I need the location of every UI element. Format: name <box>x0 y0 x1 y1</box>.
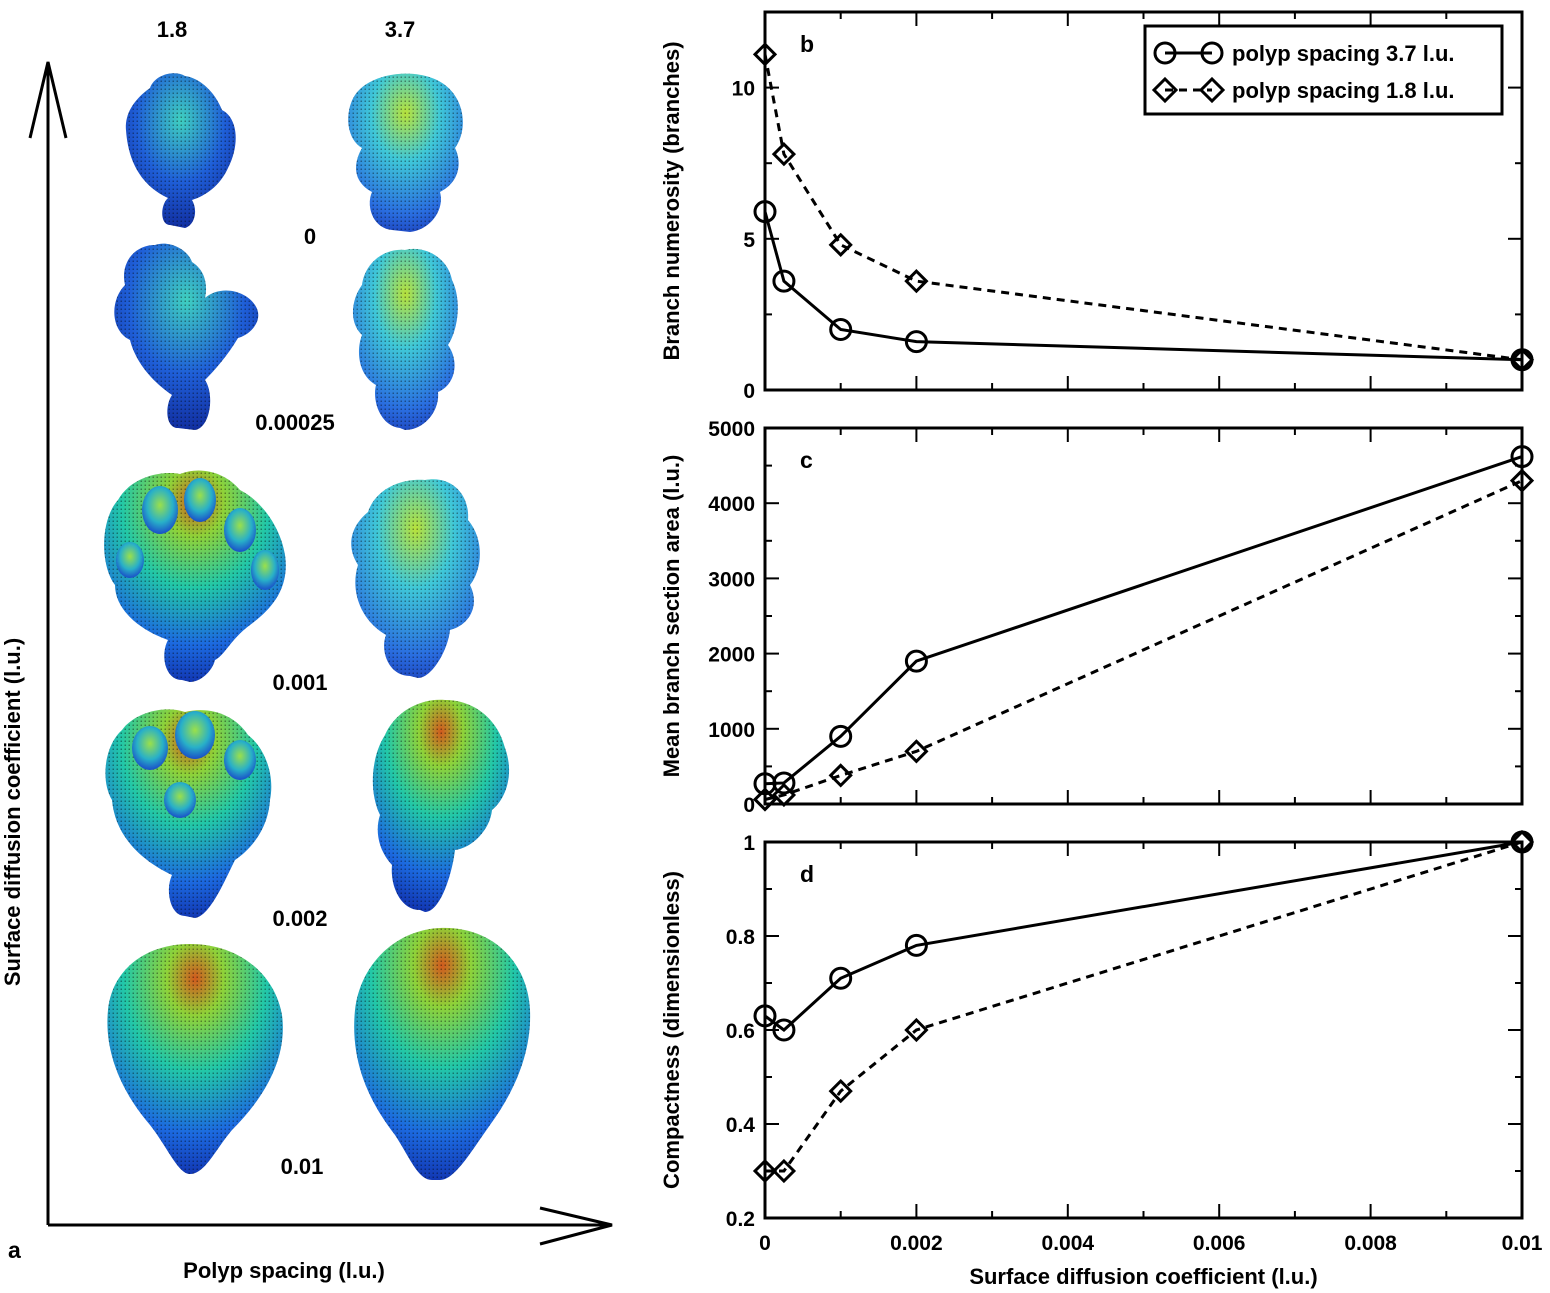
chart-c: 0 1000 2000 3000 4000 5000 c Mean branch sectio… <box>659 418 1535 817</box>
coral-render-1-8-d01 <box>107 944 283 1174</box>
coral-render-1-8-d001 <box>104 470 286 682</box>
chart-c-ytick-label: 5000 <box>708 418 755 441</box>
legend-label-3-7: polyp spacing 3.7 l.u. <box>1232 41 1455 66</box>
chart-b-point-1-8 <box>1509 347 1535 372</box>
column-label-2: 3.7 <box>385 17 416 42</box>
chart-d-point-3-7 <box>904 933 928 957</box>
chart-c-point-3-7 <box>904 649 928 673</box>
panel-a-y-arrowhead <box>28 61 68 139</box>
chart-c-panel-label: c <box>800 447 813 473</box>
chart-c-point-3-7 <box>772 771 796 795</box>
chart-d-point-1-8 <box>1509 829 1535 855</box>
chart-b: 0 5 10 b Branch numerosity (branches) <box>659 10 1535 403</box>
chart-d-ylabel: Compactness (dimensionless) <box>659 871 684 1189</box>
chart-d-series-1-8-line <box>765 840 1523 1173</box>
chart-c-frame <box>763 426 1524 806</box>
chart-d-point-1-8 <box>828 1078 853 1104</box>
chart-d-ytick-label: 1 <box>743 832 755 855</box>
chart-c-ytick-label: 4000 <box>708 493 755 516</box>
legend: polyp spacing 3.7 l.u. polyp spacing 1.8… <box>1143 24 1504 116</box>
chart-b-point-1-8 <box>771 142 797 167</box>
chart-d-ytick-label: 0.2 <box>726 1208 755 1231</box>
panel-a-y-label: Surface diffusion coefficient (l.u.) <box>0 638 25 986</box>
chart-b-ytick-label: 0 <box>743 380 755 403</box>
chart-b-series-1-8-line <box>763 54 1523 362</box>
chart-d-ytick-label: 0.6 <box>726 1020 755 1043</box>
chart-d-xtick-label: 0.006 <box>1193 1232 1246 1255</box>
chart-d-xtick-label: 0 <box>759 1232 771 1255</box>
panel-a-x-arrowhead <box>539 1206 613 1246</box>
chart-d-ytick-label: 0.4 <box>726 1114 756 1137</box>
chart-b-panel-label: b <box>800 31 814 57</box>
chart-d-point-1-8 <box>752 1158 778 1184</box>
chart-b-point-1-8 <box>904 269 929 294</box>
chart-c-ytick-label: 3000 <box>708 568 755 591</box>
chart-c-point-1-8 <box>771 782 797 808</box>
row-label-0: 0 <box>304 224 316 249</box>
chart-c-point-3-7 <box>829 724 853 748</box>
chart-d-series-3-7-line <box>764 840 1523 1032</box>
row-label-00025: 0.00025 <box>255 410 335 435</box>
chart-b-point-3-7 <box>772 269 796 293</box>
coral-render-1-8-d002 <box>105 709 272 918</box>
legend-marker-circle-right <box>1200 41 1224 65</box>
coral-render-3-7-d00025 <box>352 248 458 430</box>
chart-d-point-3-7 <box>753 1004 777 1028</box>
chart-b-point-3-7 <box>904 330 928 354</box>
chart-b-ytick-label: 10 <box>732 78 755 101</box>
chart-d-xtick-label: 0.004 <box>1042 1232 1095 1255</box>
chart-d-xtick-label: 0.008 <box>1344 1232 1397 1255</box>
legend-marker-diamond-left <box>1151 76 1179 104</box>
chart-d-xtick-label: 0.01 <box>1502 1232 1543 1255</box>
chart-b-series-3-7-line <box>763 211 1523 362</box>
chart-b-point-3-7 <box>753 200 777 224</box>
row-label-001: 0.001 <box>272 670 327 695</box>
legend-marker-circle-left <box>1153 41 1177 65</box>
chart-c-point-1-8 <box>828 763 853 788</box>
legend-box <box>1143 24 1504 116</box>
chart-b-point-1-8 <box>828 232 853 257</box>
column-label-1: 1.8 <box>157 17 188 42</box>
chart-c-ytick-label: 1000 <box>708 719 755 742</box>
coral-render-1-8-d00025 <box>114 243 259 430</box>
chart-b-ylabel: Branch numerosity (branches) <box>659 41 684 360</box>
chart-d-point-3-7 <box>829 966 853 990</box>
panel-a: Surface diffusion coefficient (l.u.) Pol… <box>0 17 613 1283</box>
chart-c-point-1-8 <box>904 739 929 764</box>
chart-d-xlabel: Surface diffusion coefficient (l.u.) <box>969 1264 1317 1289</box>
chart-b-point-1-8 <box>752 42 778 67</box>
chart-c-series-3-7-line <box>764 455 1523 786</box>
chart-c-point-3-7 <box>1510 445 1534 469</box>
coral-render-3-7-d001 <box>351 479 480 678</box>
coral-render-3-7-d0 <box>348 73 463 232</box>
coral-render-1-8-d0 <box>125 73 236 228</box>
chart-d-panel-label: d <box>800 861 814 887</box>
chart-d-frame <box>763 840 1524 1220</box>
chart-d-xtick-label: 0.002 <box>890 1232 943 1255</box>
chart-d-point-1-8 <box>771 1158 797 1184</box>
chart-c-series-1-8-line <box>764 479 1523 801</box>
chart-c-point-1-8 <box>1509 468 1535 493</box>
chart-d-point-1-8 <box>904 1017 929 1043</box>
coral-render-3-7-d01 <box>354 927 531 1180</box>
chart-b-ytick-label: 5 <box>743 229 755 252</box>
legend-marker-diamond-right <box>1198 76 1226 104</box>
row-label-002: 0.002 <box>272 906 327 931</box>
coral-render-3-7-d002 <box>372 699 510 912</box>
row-label-01: 0.01 <box>281 1154 324 1179</box>
legend-label-1-8: polyp spacing 1.8 l.u. <box>1232 78 1455 103</box>
chart-c-point-1-8 <box>752 787 778 812</box>
chart-b-point-3-7 <box>829 318 853 342</box>
chart-c-ylabel: Mean branch section area (l.u.) <box>659 455 684 778</box>
chart-c-ytick-label: 0 <box>743 794 755 817</box>
chart-d-point-3-7 <box>772 1018 796 1042</box>
chart-c-ytick-label: 2000 <box>708 644 755 667</box>
chart-d: 0.2 0.4 0.6 0.8 1 0 0.002 0.004 0.006 0.008 0.01 d C… <box>659 829 1543 1289</box>
chart-d-ytick-label: 0.8 <box>726 926 756 949</box>
panel-a-label: a <box>8 1237 21 1263</box>
panel-a-x-label: Polyp spacing (l.u.) <box>183 1258 385 1283</box>
